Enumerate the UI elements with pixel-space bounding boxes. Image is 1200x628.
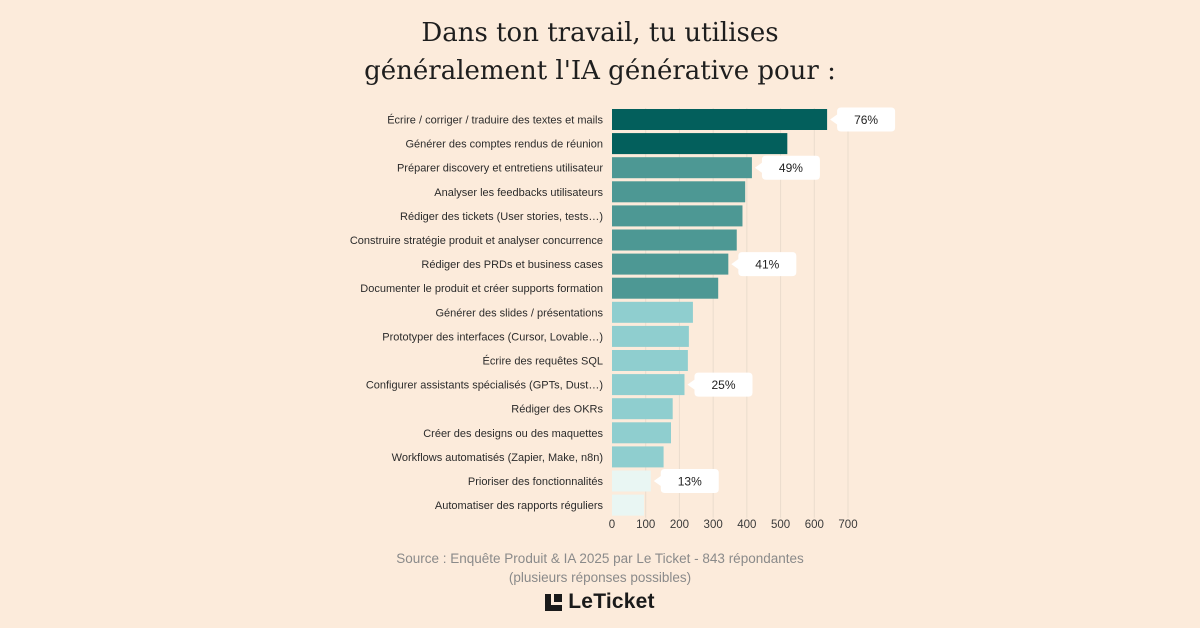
x-tick-label-3: 300 xyxy=(704,519,723,531)
category-label-2: Préparer discovery et entretiens utilisa… xyxy=(397,163,603,175)
bar-chart: Écrire / corriger / traduire des textes … xyxy=(350,107,896,531)
chart-title: Dans ton travail, tu utilises généraleme… xyxy=(0,14,1200,90)
category-label-10: Écrire des requêtes SQL xyxy=(483,355,603,368)
callout-bubble-0 xyxy=(830,107,896,132)
callout-label-0: 76% xyxy=(854,113,878,127)
bar-8 xyxy=(612,301,693,323)
brand-name: LeTicket xyxy=(568,590,655,613)
bar-11 xyxy=(612,374,685,396)
callout-label-3: 25% xyxy=(711,378,735,392)
category-label-1: Générer des comptes rendus de réunion xyxy=(405,139,603,151)
category-label-13: Créer des designs ou des maquettes xyxy=(423,428,603,440)
category-label-16: Automatiser des rapports réguliers xyxy=(435,500,604,512)
source-note-subtitle: (plusieurs réponses possibles) xyxy=(508,570,692,585)
category-label-7: Documenter le produit et créer supports … xyxy=(360,283,603,295)
bar-4 xyxy=(612,205,743,227)
brand-logo: LeTicket xyxy=(0,590,1200,614)
bar-1 xyxy=(612,133,788,155)
callout-0: 76% xyxy=(830,107,896,132)
bar-0 xyxy=(612,109,828,130)
callout-3: 25% xyxy=(687,372,753,397)
bar-9 xyxy=(612,325,689,347)
category-label-8: Générer des slides / présentations xyxy=(435,307,603,319)
bar-6 xyxy=(612,253,729,275)
callout-label-4: 13% xyxy=(678,475,702,489)
callout-label-2: 41% xyxy=(755,258,779,272)
callout-1: 49% xyxy=(754,155,820,180)
x-tick-label-1: 100 xyxy=(636,519,655,531)
bar-3 xyxy=(612,181,746,203)
bar-14 xyxy=(612,446,664,468)
callout-bubble-2 xyxy=(731,252,797,277)
category-label-0: Écrire / corriger / traduire des textes … xyxy=(387,114,603,127)
category-label-15: Prioriser des fonctionnalités xyxy=(468,476,604,488)
x-tick-label-4: 400 xyxy=(737,519,756,531)
bar-16 xyxy=(612,494,645,516)
bar-12 xyxy=(612,398,673,420)
bar-15 xyxy=(612,470,651,492)
bar-13 xyxy=(612,422,671,444)
bar-5 xyxy=(612,229,737,251)
bar-2 xyxy=(612,157,752,179)
x-tick-label-5: 500 xyxy=(771,519,790,531)
x-tick-label-6: 600 xyxy=(805,519,824,531)
category-label-4: Rédiger des tickets (User stories, tests… xyxy=(400,211,603,223)
callout-bubble-4 xyxy=(653,469,719,493)
bar-7 xyxy=(612,277,719,299)
category-label-11: Configurer assistants spécialisés (GPTs,… xyxy=(366,380,603,392)
chart-title-line-2: généralement l'IA générative pour : xyxy=(364,56,836,86)
category-label-3: Analyser les feedbacks utilisateurs xyxy=(434,187,603,199)
bar-10 xyxy=(612,350,688,371)
category-label-12: Rédiger des OKRs xyxy=(511,404,603,416)
x-tick-label-7: 700 xyxy=(838,519,857,531)
x-tick-label-0: 0 xyxy=(609,519,615,531)
callout-label-1: 49% xyxy=(779,161,803,175)
source-note: Source : Enquête Produit & IA 2025 par L… xyxy=(396,551,804,566)
ticket-logo-icon xyxy=(545,593,563,611)
x-tick-label-2: 200 xyxy=(670,519,689,531)
callout-4: 13% xyxy=(653,469,719,493)
chart-title-line-1: Dans ton travail, tu utilises xyxy=(421,18,779,48)
category-label-9: Prototyper des interfaces (Cursor, Lovab… xyxy=(382,331,603,343)
category-label-14: Workflows automatisés (Zapier, Make, n8n… xyxy=(392,452,603,464)
category-label-6: Rédiger des PRDs et business cases xyxy=(421,259,603,271)
category-label-5: Construire stratégie produit et analyser… xyxy=(350,235,603,247)
callout-2: 41% xyxy=(731,252,797,277)
callout-bubble-1 xyxy=(754,155,820,180)
callout-bubble-3 xyxy=(687,372,753,397)
